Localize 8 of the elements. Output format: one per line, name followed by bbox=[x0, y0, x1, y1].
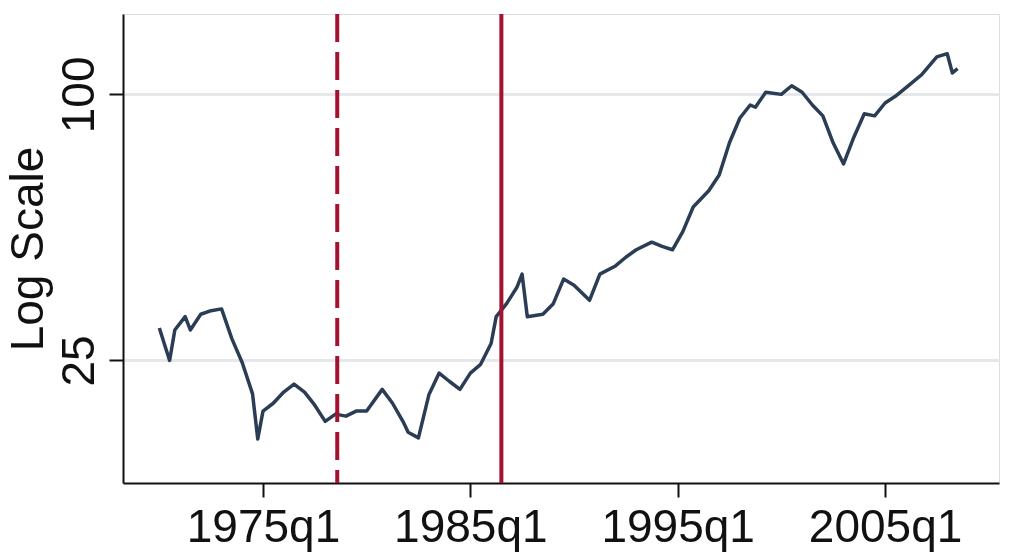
x-tick-label: 1975q1 bbox=[186, 499, 341, 552]
line-series bbox=[157, 51, 960, 441]
x-tick-label: 2005q1 bbox=[808, 499, 963, 552]
y-axis-title: Log Scale bbox=[0, 146, 53, 352]
y-tick-label: 100 bbox=[51, 56, 104, 134]
x-tick-label: 1985q1 bbox=[394, 499, 548, 552]
y-tick-label: 25 bbox=[51, 335, 104, 387]
x-tick-label: 1995q1 bbox=[601, 499, 755, 552]
